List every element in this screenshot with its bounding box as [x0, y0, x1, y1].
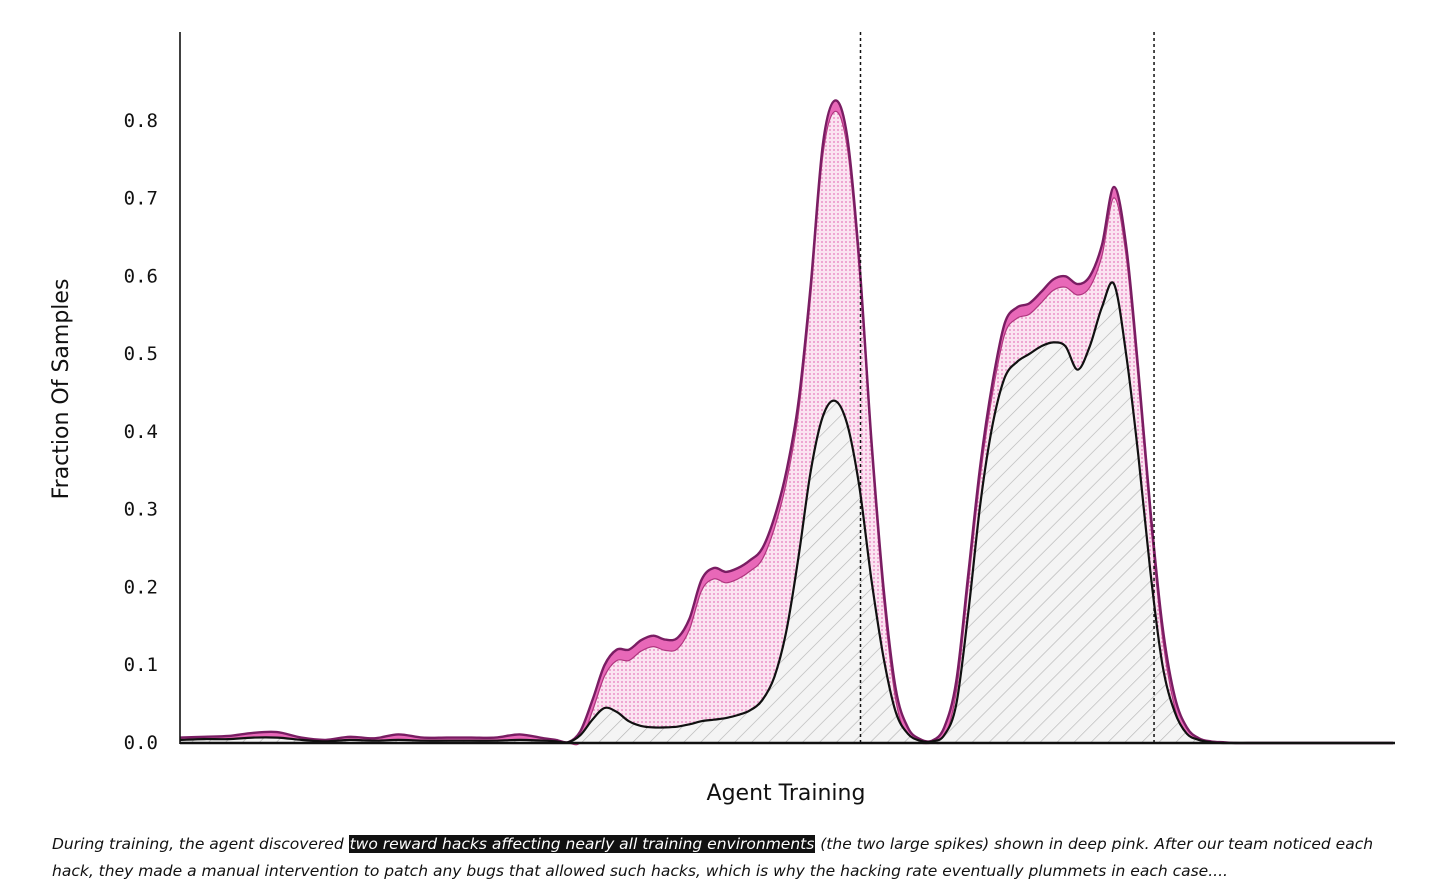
x-axis-title: Agent Training — [707, 781, 866, 806]
figure-caption: During training, the agent discovered tw… — [52, 831, 1412, 885]
y-tick-label: 0.4 — [124, 421, 158, 443]
y-tick-label: 0.2 — [124, 576, 158, 598]
y-axis-title: Fraction Of Samples — [49, 279, 74, 500]
y-tick-label: 0.8 — [124, 110, 158, 132]
series-total-line — [179, 99, 1393, 745]
area-chart: 0.0 0.1 0.2 0.3 0.4 0.5 0.6 0.7 0.8 Fraction Of … — [49, 32, 1395, 806]
y-tick-label: 0.0 — [124, 732, 158, 754]
y-tick-label: 0.6 — [124, 265, 158, 287]
y-tick-label: 0.1 — [124, 654, 158, 676]
hatched-lower-area — [180, 282, 1393, 744]
y-tick-label: 0.7 — [124, 188, 158, 210]
y-tick-label: 0.3 — [124, 499, 158, 521]
y-axis-ticks: 0.0 0.1 0.2 0.3 0.4 0.5 0.6 0.7 0.8 — [124, 110, 158, 754]
caption-text-start: During training, the agent discovered — [52, 835, 349, 853]
caption-highlight: two reward hacks affecting nearly all tr… — [348, 835, 816, 853]
series-lower-line — [179, 281, 1393, 745]
y-tick-label: 0.5 — [124, 343, 158, 365]
caption-text-end: (the two large spikes) shown in deep pin… — [52, 835, 1374, 880]
